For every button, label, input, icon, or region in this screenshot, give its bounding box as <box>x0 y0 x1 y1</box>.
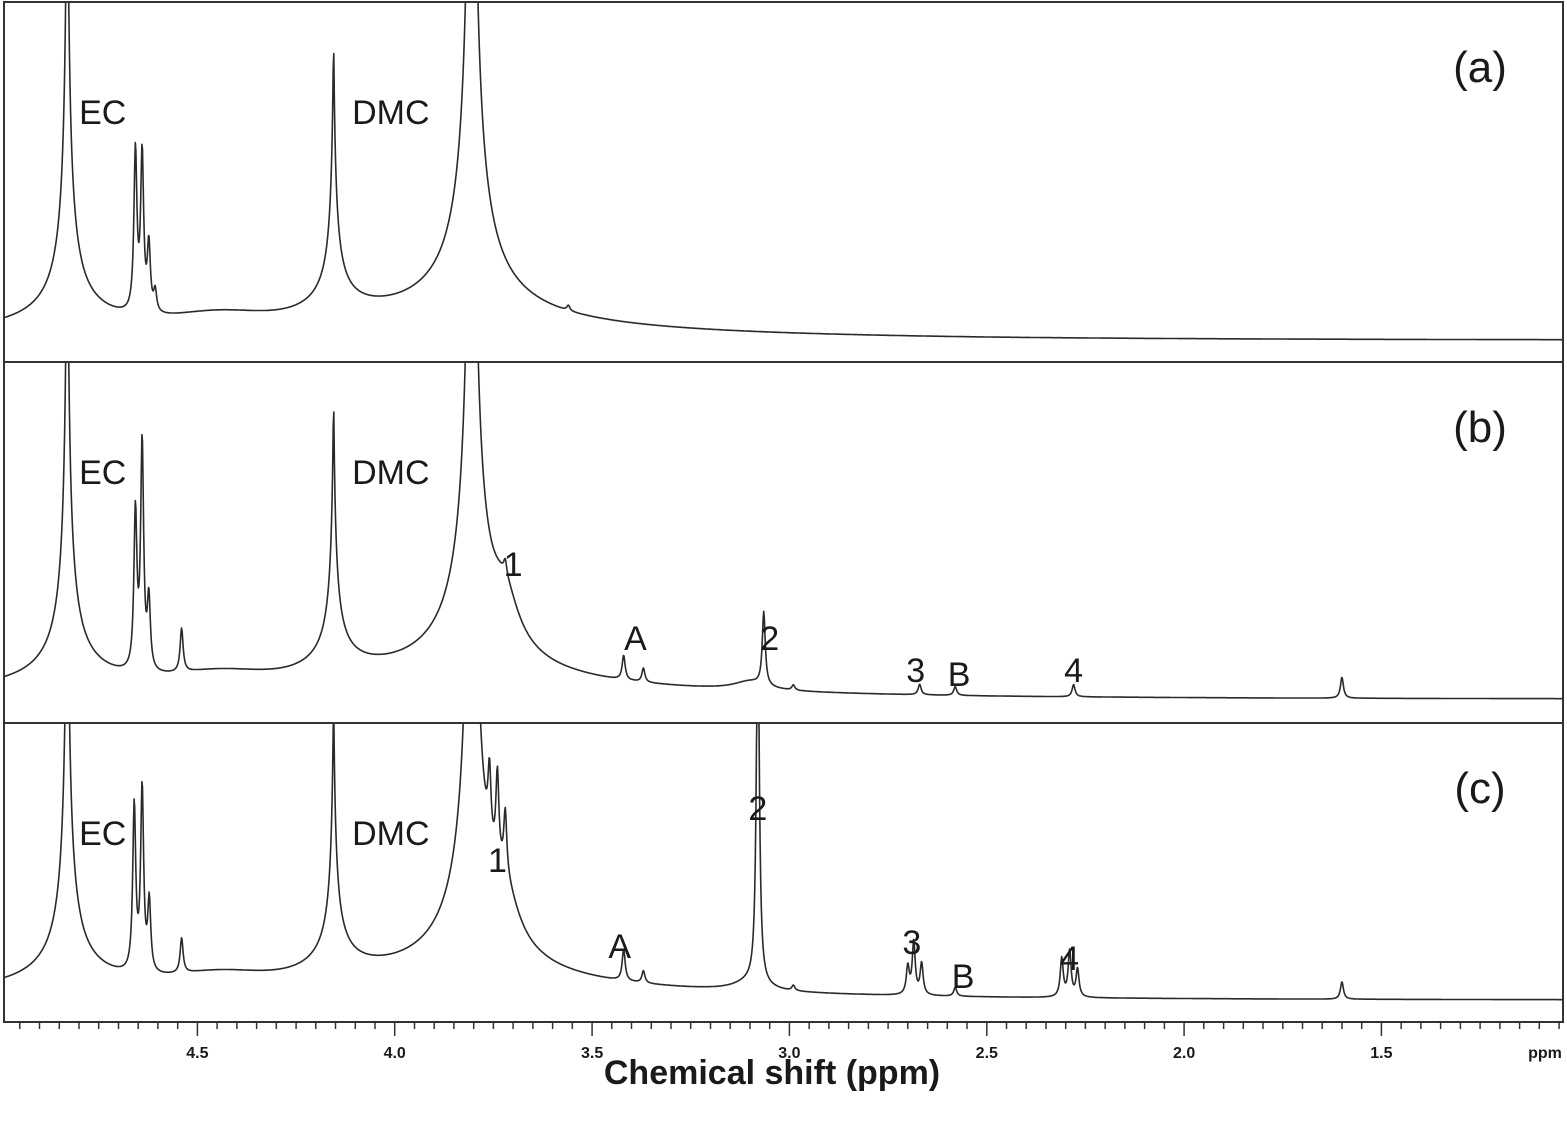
panel-label: (a) <box>1453 43 1507 92</box>
panel-frame <box>3 722 1564 1023</box>
spectrum-trace <box>4 362 1563 700</box>
peak-label: 1 <box>504 546 523 584</box>
spectrum-trace <box>4 723 1563 1001</box>
peak-label: 4 <box>1064 652 1083 690</box>
peak-label: 2 <box>760 620 779 658</box>
peak-label: EC <box>79 815 126 853</box>
peak-label: EC <box>79 454 126 492</box>
panel-label: (b) <box>1453 403 1507 452</box>
panel-a: (a) EC DMC <box>3 1 1564 363</box>
x-axis-unit: ppm <box>1528 1045 1562 1062</box>
peak-label: 4 <box>1060 940 1079 978</box>
x-axis-label: Chemical shift (ppm) <box>604 1054 940 1092</box>
spectrum-trace <box>4 2 1563 341</box>
peak-label: 3 <box>906 652 925 690</box>
x-tick-label: 2.0 <box>1173 1045 1195 1062</box>
x-tick-label: 2.5 <box>976 1045 998 1062</box>
peak-label: DMC <box>352 454 429 492</box>
panel-b: (b) EC DMC 1 A 2 3 B 4 <box>3 361 1564 724</box>
peak-label: DMC <box>352 815 429 853</box>
x-tick-label: 1.5 <box>1370 1045 1392 1062</box>
peak-label: A <box>608 928 631 966</box>
peak-label: 2 <box>748 790 767 828</box>
x-tick-label: 4.5 <box>186 1045 208 1062</box>
panel-frame <box>3 1 1564 363</box>
peak-label: 1 <box>488 842 507 880</box>
peak-label: B <box>952 958 975 996</box>
peak-label: EC <box>79 94 126 132</box>
peak-label: A <box>624 620 647 658</box>
x-tick-label: 3.5 <box>581 1045 603 1062</box>
peak-label: 3 <box>902 924 921 962</box>
panel-label: (c) <box>1454 764 1505 813</box>
panel-c: (c) EC DMC 1 A 2 3B 4 <box>3 722 1564 1023</box>
peak-label: DMC <box>352 94 429 132</box>
x-axis: 4.5 4.0 3.5 3.0 2.5 2.0 1.5 <box>4 1021 1563 1062</box>
x-tick-label: 3.0 <box>778 1045 800 1062</box>
x-tick-label: 4.0 <box>384 1045 406 1062</box>
peak-label: B <box>948 656 971 694</box>
